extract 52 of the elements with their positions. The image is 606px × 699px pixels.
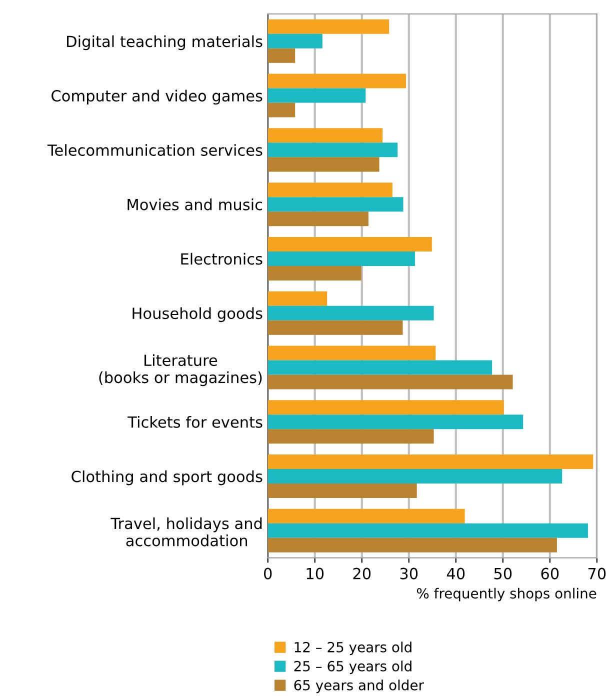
bar (268, 157, 380, 172)
legend-label: 12 – 25 years old (294, 642, 412, 656)
legend-label: 25 – 65 years old (294, 660, 412, 674)
y-tick-label: Electronics (181, 252, 262, 265)
bar (268, 128, 383, 143)
bar (268, 197, 404, 212)
bar (268, 320, 403, 335)
bar (268, 74, 406, 88)
bar (268, 538, 557, 552)
legend-label: 65 years and older (294, 680, 424, 694)
y-tick-label: Telecommunication services (47, 144, 262, 156)
bar (268, 523, 588, 538)
x-tick-label: 0 (264, 568, 272, 580)
y-tick-label: Household goods (132, 307, 262, 322)
bar (268, 346, 436, 360)
x-axis-title: % frequently shops online (416, 588, 596, 602)
y-tick-label: Digital teaching materials (67, 35, 262, 50)
bar (268, 306, 434, 320)
x-tick-label: 20 (353, 568, 371, 580)
bar (268, 34, 322, 48)
y-tick-label: Tickets for events (128, 416, 262, 428)
x-tick-label: 30 (400, 568, 418, 580)
y-tick-label: Computer and video games (52, 90, 262, 105)
bar (268, 468, 562, 484)
bar (268, 19, 390, 34)
x-tick-label: 60 (541, 568, 559, 580)
bar (268, 266, 362, 280)
y-tick-label: Travel, holidays and accommodation (110, 517, 262, 546)
x-tick-label: 50 (494, 568, 512, 580)
bar (268, 508, 465, 524)
y-tick-label: Movies and music (128, 198, 262, 210)
bar (268, 88, 366, 103)
y-tick-label: Clothing and sport goods (72, 470, 262, 486)
bar (268, 429, 434, 444)
bar (268, 414, 524, 430)
bar (268, 291, 328, 306)
bar (268, 483, 417, 498)
bar (268, 212, 368, 226)
bar (268, 236, 432, 252)
bar (268, 454, 594, 469)
x-tick-label: 10 (306, 568, 324, 580)
x-tick-label: 40 (446, 568, 465, 580)
bar (268, 400, 504, 415)
x-tick-label: 70 (588, 568, 606, 580)
bar (268, 182, 392, 198)
y-tick-label: Literature (books or magazines) (99, 354, 262, 386)
bar (268, 374, 513, 390)
bar (268, 102, 296, 118)
bar (268, 360, 492, 375)
bar (268, 48, 296, 63)
bar (268, 251, 415, 266)
bar (268, 142, 398, 158)
